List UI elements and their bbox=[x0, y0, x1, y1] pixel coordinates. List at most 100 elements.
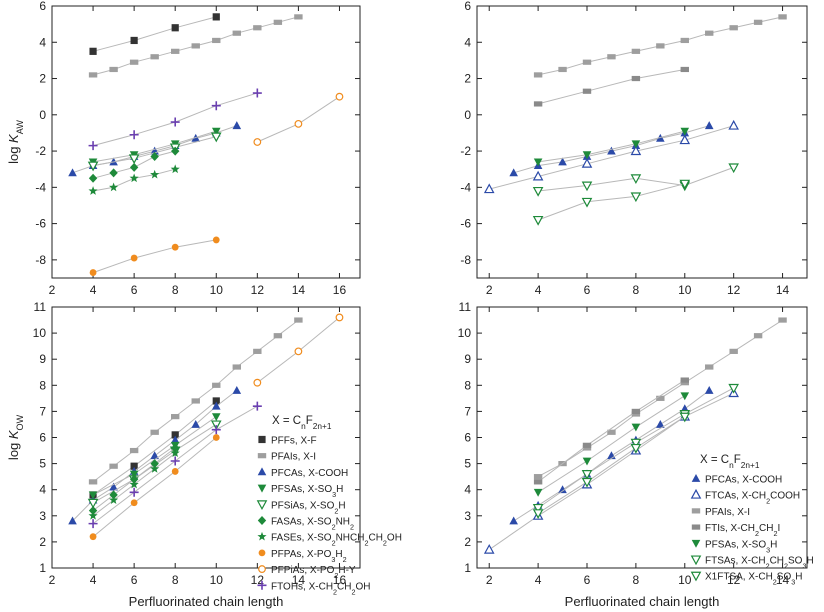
data-point bbox=[171, 243, 179, 251]
data-point bbox=[150, 152, 159, 162]
y-tick-label: 7 bbox=[39, 404, 46, 418]
subscript: 2 bbox=[332, 538, 336, 547]
data-point bbox=[212, 13, 220, 21]
data-point bbox=[88, 173, 98, 183]
y-tick-label: 8 bbox=[39, 378, 46, 392]
data-point bbox=[483, 543, 495, 554]
x-tick-label: 10 bbox=[210, 573, 224, 587]
subscript: 2 bbox=[364, 538, 368, 547]
data-point bbox=[533, 474, 543, 480]
legend-entry: FTCAs, X-CH2COOH bbox=[705, 491, 800, 506]
data-point bbox=[170, 435, 180, 444]
legend-marker bbox=[258, 435, 266, 444]
data-point bbox=[273, 19, 283, 25]
legend-entry: PFSAs, X-SO3H bbox=[705, 539, 777, 554]
data-point bbox=[191, 419, 201, 428]
data-point bbox=[532, 503, 544, 514]
x-tick-label: 4 bbox=[535, 573, 542, 587]
legend-entry: FTSAs, X-CH2CH2SO3H bbox=[705, 555, 814, 570]
legend-entry: FASEs, X-SO2NHCH2CH2OH bbox=[271, 533, 402, 548]
x-tick-label: 14 bbox=[776, 283, 790, 297]
legend: X = CnF2n+1 PFFs, X-F PFAIs, X-I PFCAs, X-C… bbox=[256, 415, 402, 596]
data-point bbox=[88, 186, 98, 195]
data-point bbox=[680, 380, 689, 386]
data-point bbox=[581, 181, 593, 192]
y-axis-label-subscript: OW bbox=[15, 414, 25, 430]
chart-panel-tr: 2 4 6 8 10 12 14 -8 -6 -4 -2 0 2 4 6 bbox=[460, 0, 808, 297]
text-part: OH bbox=[387, 533, 402, 544]
data-point bbox=[680, 37, 689, 44]
data-point bbox=[253, 25, 262, 31]
y-tick-label: 2 bbox=[39, 535, 46, 549]
y-tick-label: 4 bbox=[464, 35, 471, 49]
y-tick-label: 0 bbox=[464, 108, 471, 122]
x-axis-label: Perfluorinated chain length bbox=[129, 594, 284, 609]
series-line bbox=[92, 400, 217, 496]
data-point bbox=[109, 66, 118, 73]
y-tick-label: 10 bbox=[458, 326, 472, 340]
legend-marker bbox=[258, 549, 266, 557]
data-point bbox=[88, 72, 98, 78]
subscript: 3 bbox=[791, 577, 795, 586]
text-part: H bbox=[338, 500, 345, 511]
text-part: PFSiAs, X-SO bbox=[271, 500, 335, 511]
x-tick-label: 6 bbox=[131, 283, 138, 297]
data-point bbox=[656, 419, 665, 428]
text-part: SO bbox=[777, 572, 792, 583]
series-6 bbox=[88, 164, 180, 195]
data-point bbox=[212, 397, 220, 405]
legend-marker bbox=[690, 555, 702, 566]
x-tick-label: 6 bbox=[584, 283, 591, 297]
series-6 bbox=[88, 448, 180, 520]
data-point bbox=[483, 183, 495, 194]
chart-panel-bl: 2 4 6 8 10 12 14 161234567891011Perfluorinated … bbox=[6, 300, 402, 609]
x-tick-label: 14 bbox=[292, 573, 306, 587]
data-point bbox=[89, 47, 97, 55]
data-point bbox=[212, 37, 221, 44]
data-point bbox=[335, 92, 344, 101]
data-point bbox=[128, 154, 140, 165]
x-axis-label: Perfluorinated chain length bbox=[565, 594, 720, 609]
subscript: 3 bbox=[802, 561, 806, 570]
x-tick-label: 2 bbox=[486, 573, 493, 587]
x-tick-label: 12 bbox=[251, 283, 265, 297]
data-point bbox=[170, 448, 180, 458]
legend-entry: PFCAs, X-COOH bbox=[271, 468, 348, 479]
x-tick-label: 2 bbox=[49, 283, 56, 297]
text-part: PFSAs, X-SO bbox=[705, 539, 766, 550]
x-tick-label: 4 bbox=[90, 283, 97, 297]
y-tick-label: 6 bbox=[464, 431, 471, 445]
data-point bbox=[679, 412, 691, 423]
series-0 bbox=[89, 13, 220, 55]
data-point bbox=[631, 411, 641, 417]
x-tick-label: 14 bbox=[292, 283, 306, 297]
series-3 bbox=[533, 377, 689, 485]
x-tick-label: 8 bbox=[633, 573, 640, 587]
data-point bbox=[129, 447, 139, 454]
text-part: CH bbox=[770, 555, 784, 566]
data-point bbox=[729, 25, 738, 31]
data-point bbox=[211, 127, 221, 136]
data-point bbox=[532, 186, 544, 197]
legend-marker bbox=[258, 565, 266, 573]
legend-marker bbox=[691, 473, 701, 482]
legend-marker bbox=[690, 571, 702, 582]
data-point bbox=[630, 192, 642, 203]
series-line bbox=[92, 437, 217, 538]
y-tick-label: 4 bbox=[39, 35, 46, 49]
data-point bbox=[212, 434, 220, 441]
data-point bbox=[294, 317, 303, 323]
x-tick-label: 8 bbox=[172, 283, 179, 297]
legend-marker bbox=[257, 531, 267, 541]
x-tick-label: 2 bbox=[49, 573, 56, 587]
data-point bbox=[656, 395, 665, 401]
data-point bbox=[581, 470, 593, 480]
series-line bbox=[93, 130, 217, 163]
legend-entry: PFSAs, X-SO3H bbox=[271, 484, 343, 499]
data-point bbox=[68, 168, 77, 177]
data-point bbox=[68, 516, 77, 525]
data-point bbox=[109, 495, 119, 505]
y-tick-label: 9 bbox=[39, 352, 46, 366]
text-part: H bbox=[335, 549, 342, 560]
subscript: 2 bbox=[766, 496, 770, 505]
